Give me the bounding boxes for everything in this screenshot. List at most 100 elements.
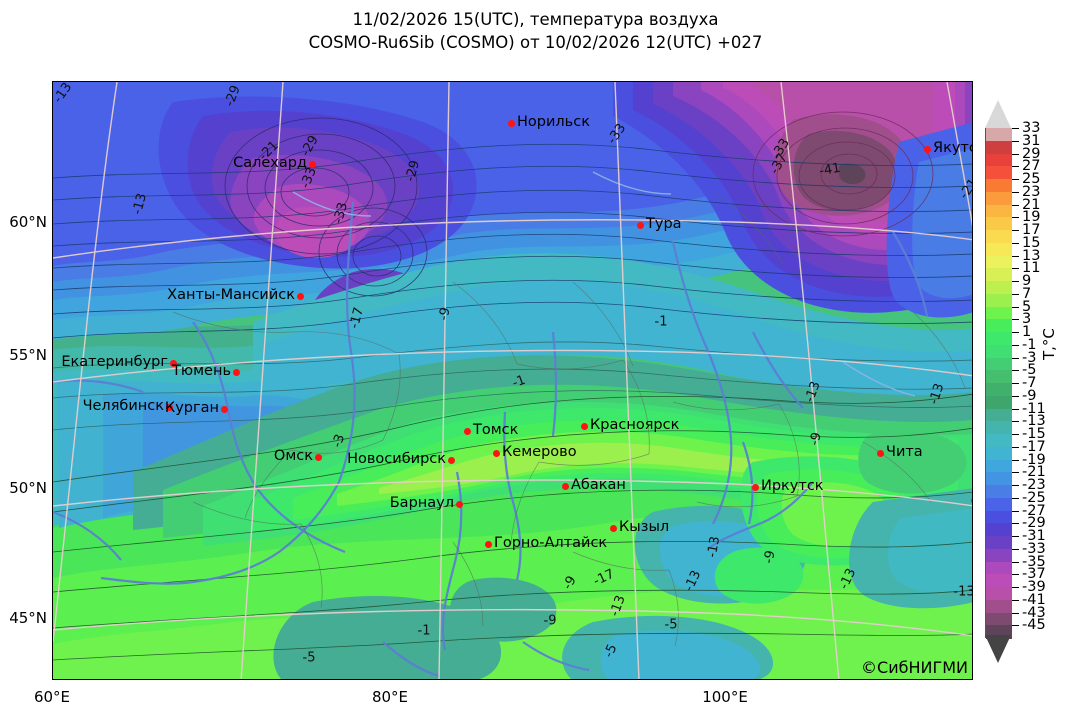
city-label: Екатеринбург (61, 354, 168, 370)
colorbar-segment (986, 332, 1012, 346)
colorbar-tick (1012, 548, 1019, 550)
city-label: Тюмень (172, 363, 231, 379)
colorbar[interactable] (985, 100, 1012, 663)
city-dot-icon (636, 221, 644, 229)
colorbar-tick-label: -17 (1022, 438, 1046, 455)
colorbar-tick-label: 1 (1022, 324, 1032, 340)
colorbar-tick (1012, 485, 1019, 486)
city-dot-icon (169, 359, 177, 367)
colorbar-segment (986, 459, 1012, 473)
contour-label: -9 (543, 613, 557, 629)
city-label: Томск (473, 422, 519, 438)
colorbar-segment (986, 319, 1012, 333)
colorbar-segment (986, 548, 1012, 563)
title-line-1: 11/02/2026 15(UTC), температура воздуха (352, 10, 719, 29)
colorbar-segment (986, 472, 1012, 486)
colorbar-tick (1012, 268, 1019, 270)
contour-label: -5 (302, 650, 316, 666)
colorbar-tick (1012, 497, 1019, 499)
map-frame[interactable]: -13 -29 -29 -29 -21 -33 -33 -33 -33 -37 -41 -21 -13-… (52, 81, 973, 680)
colorbar-tick (1012, 191, 1019, 193)
colorbar-segment (986, 497, 1012, 512)
city-dot-icon (609, 524, 617, 532)
colorbar-tick (1012, 459, 1019, 461)
colorbar-tick (1012, 319, 1019, 321)
city-label: Красноярск (590, 417, 680, 433)
city-label: Якутск (933, 140, 972, 156)
city-label: Барнаул (389, 495, 454, 511)
city-label: Курган (164, 400, 219, 416)
colorbar-tick (1012, 383, 1019, 384)
colorbar-tick (1012, 370, 1019, 372)
colorbar-tick-label: 7 (1022, 285, 1032, 302)
colorbar-segment (986, 140, 1012, 155)
city-dot-icon (220, 405, 228, 413)
city-label: Иркутск (761, 478, 824, 494)
city-dot-icon (232, 368, 240, 376)
colorbar-segment (986, 421, 1012, 435)
colorbar-tick-label: 27 (1022, 158, 1041, 175)
colorbar-tick-label: -27 (1022, 502, 1046, 519)
colorbar-tick-label: 19 (1022, 209, 1041, 226)
longitude-tick-label: 80°E (371, 688, 409, 706)
city-label: Абакан (571, 477, 626, 493)
latitude-tick-label: 50°N (9, 479, 47, 497)
contour-label: -5 (664, 617, 678, 633)
colorbar-tick (1012, 446, 1019, 448)
copyright-label: ©СибНИГМИ (861, 658, 968, 677)
city-label: Новосибирск (347, 451, 446, 467)
colorbar-segment (986, 293, 1012, 308)
contour-label: -9 (761, 549, 779, 565)
colorbar-tick (1012, 204, 1019, 206)
temperature-field (53, 82, 972, 679)
colorbar-tick-label: -15 (1022, 426, 1046, 442)
colorbar-segment (986, 523, 1012, 537)
colorbar-tick-label: -23 (1022, 477, 1046, 493)
city-dot-icon (455, 500, 463, 508)
colorbar-tick (1012, 344, 1019, 346)
colorbar-segment (986, 561, 1012, 575)
colorbar-tick-label: -19 (1022, 451, 1046, 468)
colorbar-tick (1012, 523, 1019, 525)
colorbar-tick-label: 11 (1022, 260, 1041, 277)
colorbar-tick-label: -43 (1022, 604, 1046, 621)
colorbar-tick (1012, 217, 1019, 219)
colorbar-segment (986, 191, 1012, 206)
colorbar-tick (1012, 242, 1019, 244)
colorbar-tick (1012, 293, 1019, 295)
colorbar-tick-label: 21 (1022, 196, 1041, 213)
city-dot-icon (876, 449, 884, 457)
latitude-tick-label: 60°N (9, 213, 47, 231)
colorbar-tick-label: 3 (1022, 311, 1032, 328)
city-label: Тура (646, 216, 682, 232)
colorbar-tick (1012, 230, 1019, 231)
colorbar-tick (1012, 599, 1019, 601)
city-label: Челябинск (82, 398, 164, 414)
city-dot-icon (463, 427, 471, 435)
city-label: Чита (886, 444, 923, 460)
city-dot-icon (507, 119, 515, 127)
page-title: 11/02/2026 15(UTC), температура воздуха … (0, 8, 1071, 54)
city-dot-icon (308, 160, 316, 168)
city-label: Норильск (517, 114, 590, 130)
colorbar-segment (986, 587, 1012, 601)
city-dot-icon (492, 449, 500, 457)
colorbar-tick (1012, 574, 1019, 576)
colorbar-body (985, 128, 1012, 639)
contour-label: -1 (417, 623, 431, 639)
colorbar-tick (1012, 395, 1019, 397)
colorbar-segment (986, 357, 1012, 371)
colorbar-tick (1012, 561, 1019, 563)
colorbar-tick (1012, 510, 1019, 512)
colorbar-segment (986, 612, 1012, 626)
colorbar-tick (1012, 128, 1019, 129)
colorbar-tick-label: -11 (1022, 400, 1046, 417)
colorbar-segment (986, 281, 1012, 295)
colorbar-tick-label: -31 (1022, 528, 1046, 544)
colorbar-tick-label: 25 (1022, 171, 1041, 187)
colorbar-tick-label: -1 (1022, 336, 1037, 353)
city-label: Горно-Алтайск (494, 535, 608, 551)
city-label: Ханты-Мансийск (167, 287, 295, 303)
colorbar-tick (1012, 179, 1019, 180)
colorbar-segment (986, 242, 1012, 257)
